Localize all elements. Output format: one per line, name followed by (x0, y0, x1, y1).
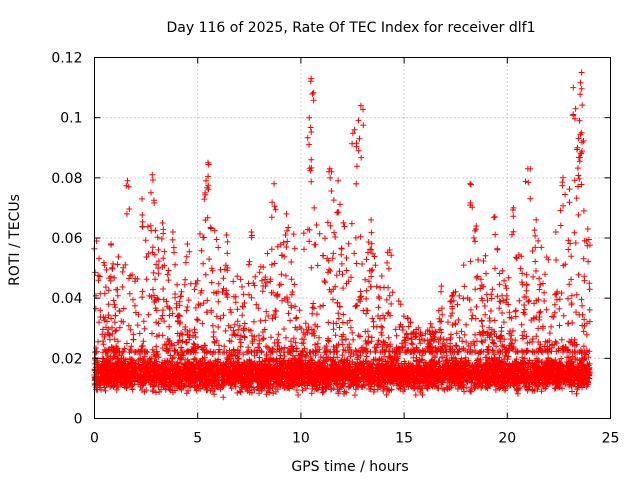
y-tick-label: 0.06 (51, 231, 82, 247)
tick-labels: 0 5 10 15 20 25 0 0.02 0.04 0.06 0.08 0.1 0.12 (51, 51, 619, 447)
x-tick-label: 5 (193, 431, 202, 447)
x-axis-label: GPS time / hours (291, 459, 408, 475)
y-tick-label: 0 (74, 412, 83, 428)
y-axis-label: ROTI / TECUs (7, 194, 23, 286)
y-tick-label: 0.04 (51, 291, 82, 307)
x-tick-label: 25 (602, 431, 620, 447)
y-tick-label: 0.12 (51, 51, 82, 67)
chart-title: Day 116 of 2025, Rate Of TEC Index for r… (167, 20, 536, 36)
roti-series-points (91, 69, 593, 401)
x-tick-label: 15 (395, 431, 413, 447)
data-points (91, 69, 593, 401)
y-tick-label: 0.02 (51, 351, 82, 367)
y-tick-label: 0.08 (51, 171, 82, 187)
x-tick-label: 20 (498, 431, 516, 447)
x-tick-label: 0 (90, 431, 99, 447)
y-tick-label: 0.1 (60, 111, 82, 127)
axis-ticks (94, 57, 611, 419)
x-tick-label: 10 (292, 431, 310, 447)
